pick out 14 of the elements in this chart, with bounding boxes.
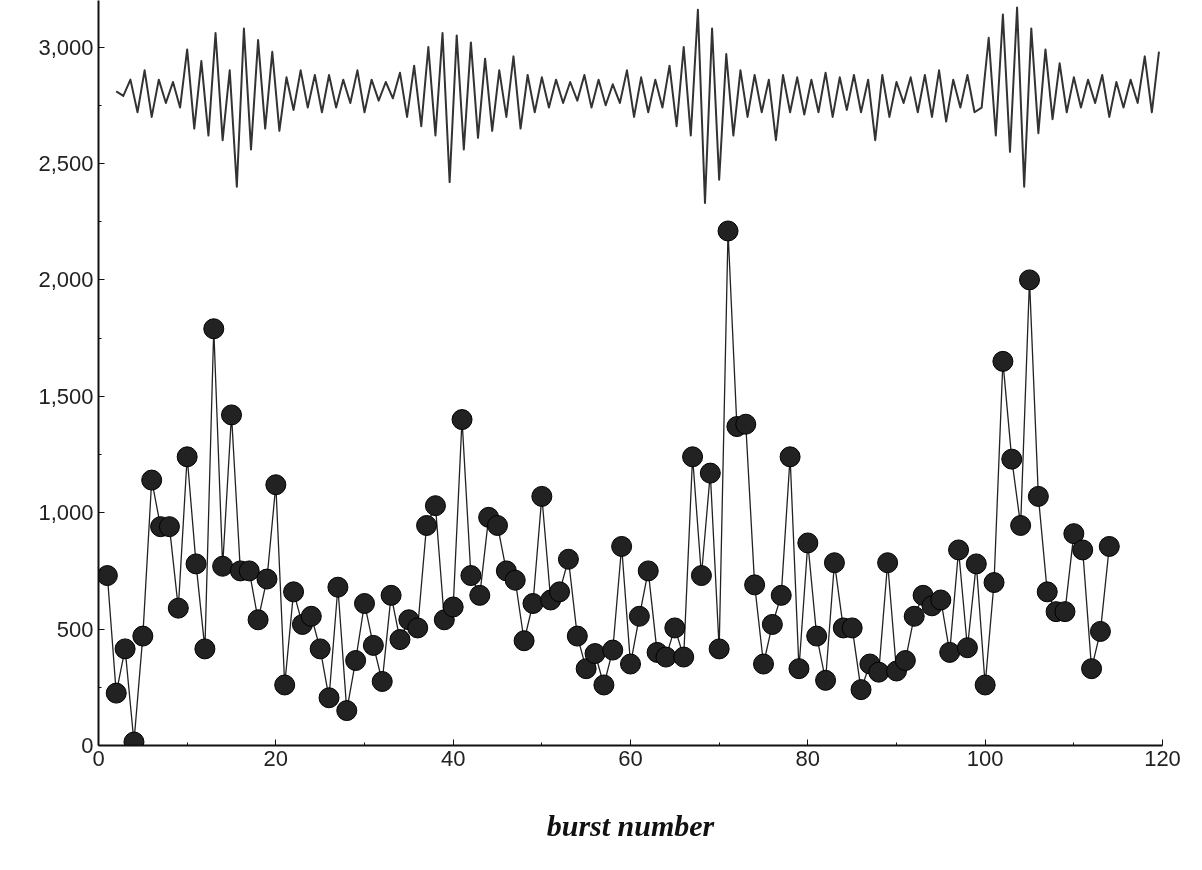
x-tick-label: 120 (1144, 745, 1181, 771)
y-tick-label: 1,500 (38, 383, 94, 409)
x-tick-label: 20 (263, 745, 289, 771)
y-tick-label: 2,000 (38, 267, 94, 293)
y-tick-label: 3,000 (38, 34, 94, 60)
line-series (115, 6, 1160, 205)
y-tick-label: 1,000 (38, 500, 94, 526)
x-axis-title: burst number (546, 808, 715, 842)
x-tick-label: 40 (440, 745, 466, 771)
y-tick-label: 2,500 (38, 150, 94, 176)
x-tick-label: 100 (966, 745, 1004, 771)
x-tick-label: 60 (618, 745, 643, 771)
y-tick-label: 500 (56, 616, 94, 642)
x-tick-label: 80 (795, 745, 821, 771)
